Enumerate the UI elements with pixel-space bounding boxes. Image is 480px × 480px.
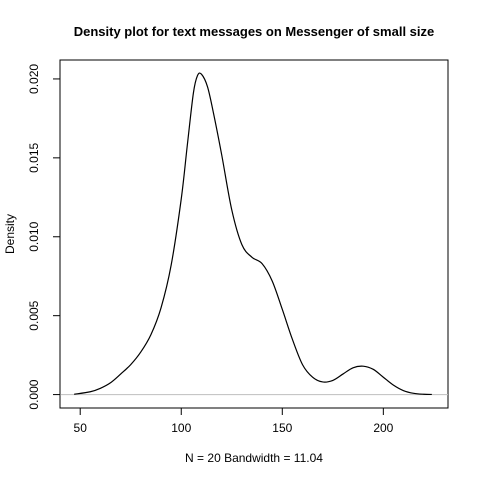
x-axis: 50 100 150 200 <box>74 407 394 435</box>
chart-title: Density plot for text messages on Messen… <box>74 24 435 39</box>
x-tick-label: 150 <box>272 421 292 435</box>
y-tick-label: 0.010 <box>27 221 41 251</box>
density-line <box>74 72 432 396</box>
y-tick-label: 0.020 <box>27 64 41 94</box>
plot-frame <box>59 59 449 409</box>
x-tick-label: 50 <box>74 421 88 435</box>
x-tick-label: 200 <box>373 421 393 435</box>
y-tick-label: 0.000 <box>27 379 41 409</box>
y-axis: 0.000 0.005 0.010 0.015 0.020 <box>27 64 61 410</box>
y-tick-label: 0.015 <box>27 143 41 173</box>
x-tick-label: 100 <box>171 421 191 435</box>
x-axis-label: N = 20 Bandwidth = 11.04 <box>185 451 323 465</box>
y-tick-label: 0.005 <box>27 300 41 330</box>
y-axis-label: Density <box>3 214 17 254</box>
